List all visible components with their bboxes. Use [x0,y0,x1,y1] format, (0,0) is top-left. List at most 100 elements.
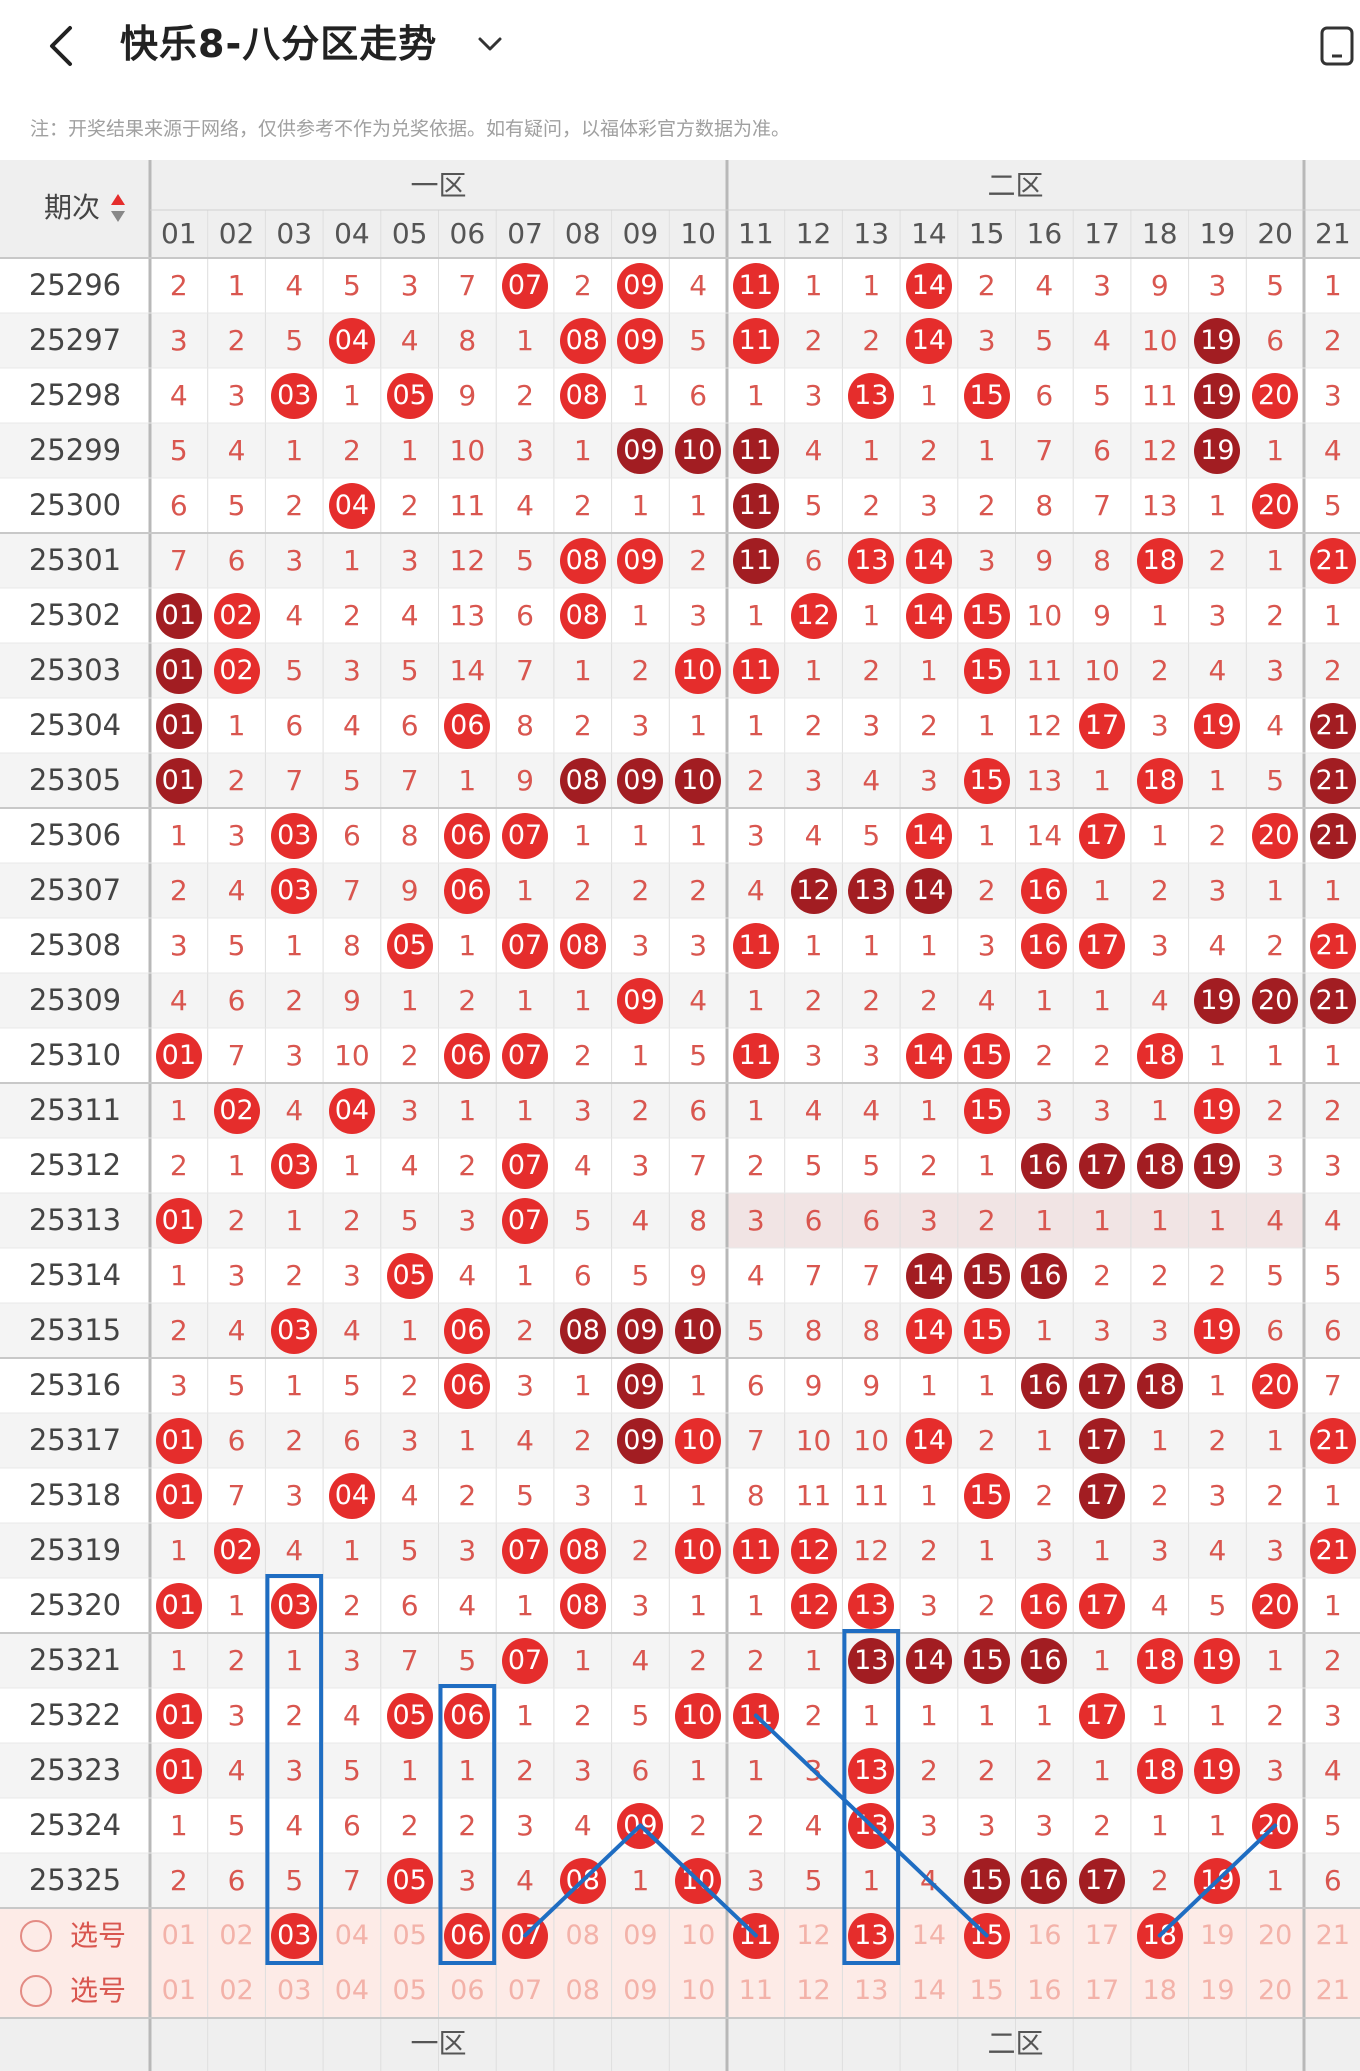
column-header-10: 10 [680,217,716,250]
pick-ball[interactable]: 07 [507,1975,543,2006]
pick-ball[interactable]: 21 [1315,1975,1351,2006]
page-title: 快乐8-八分区走势 [120,22,438,66]
pick-ball-selected[interactable]: 03 [271,1912,318,1959]
row-bg [0,863,1360,918]
pick-ball-selected[interactable]: 11 [732,1912,779,1959]
device-rotate-button[interactable] [1318,22,1360,68]
pick-ball[interactable]: 14 [911,1975,947,2006]
miss-count: 14 [449,654,486,687]
hit-ball: 05 [386,372,433,419]
hit-ball: 01 [155,1417,202,1464]
miss-count: 2 [1150,874,1169,907]
hit-ball: 06 [444,1692,491,1739]
back-button[interactable] [30,12,90,78]
miss-count: 5 [862,1149,881,1182]
pick-ball[interactable]: 17 [1084,1920,1120,1951]
pick-ball[interactable]: 13 [854,1975,889,2006]
pick-ball[interactable]: 05 [392,1920,427,1951]
radio-empty-icon[interactable] [20,1919,52,1952]
miss-count: 4 [400,599,419,632]
pick-ball[interactable]: 08 [565,1975,600,2006]
pick-ball[interactable]: 17 [1084,1975,1120,2006]
miss-count: 2 [516,1314,534,1347]
hit-ball: 19 [1194,427,1241,474]
sort-updown-icon[interactable] [110,192,126,224]
column-header-03: 03 [276,217,313,250]
hit-ball: 16 [1021,1582,1068,1629]
column-header-06: 06 [449,217,486,250]
miss-count: 3 [285,1479,304,1512]
miss-count: 1 [285,1369,304,1402]
radio-empty-icon[interactable] [20,1974,52,2007]
period-number: 25325 [28,1863,122,1897]
pick-ball[interactable]: 14 [911,1920,947,1951]
miss-count: 2 [920,434,938,467]
period-number: 25303 [28,653,122,687]
pick-ball[interactable]: 04 [334,1920,370,1951]
hit-ball: 18 [1136,537,1183,584]
miss-count: 2 [573,1039,592,1072]
hit-ball: 18 [1136,1637,1183,1684]
hit-ball: 04 [328,317,375,364]
pick-ball-selected[interactable]: 13 [848,1912,895,1959]
pick-ball-selected[interactable]: 15 [963,1912,1010,1959]
miss-count: 6 [804,544,823,577]
pick-ball[interactable]: 20 [1257,1975,1293,2006]
hit-ball: 21 [1309,977,1356,1024]
column-header-13: 13 [853,217,890,250]
pick-ball[interactable]: 01 [161,1975,197,2006]
pick-ball[interactable]: 09 [623,1975,658,2006]
pick-ball[interactable]: 03 [277,1975,312,2006]
pick-ball-selected[interactable]: 18 [1136,1912,1183,1959]
pick-ball[interactable]: 12 [796,1975,831,2006]
pick-ball[interactable]: 08 [565,1920,600,1951]
pick-ball[interactable]: 16 [1027,1975,1062,2006]
pick-ball-selected[interactable]: 06 [444,1912,491,1959]
row-bg [0,808,1360,863]
pick-ball[interactable]: 01 [161,1920,197,1951]
hit-ball: 09 [617,1802,664,1849]
pick-ball-selected[interactable]: 07 [502,1912,549,1959]
pick-ball[interactable]: 12 [796,1920,831,1951]
pick-ball[interactable]: 18 [1142,1975,1177,2006]
miss-count: 1 [920,1094,938,1127]
hit-ball: 08 [559,922,606,969]
hit-ball: 03 [271,1307,318,1354]
pick-ball[interactable]: 19 [1200,1920,1235,1951]
hit-ball: 10 [675,1527,722,1574]
pick-ball[interactable]: 19 [1200,1975,1235,2006]
hit-ball: 07 [502,262,549,309]
pick-ball[interactable]: 02 [219,1975,254,2006]
pick-ball[interactable]: 09 [623,1920,658,1951]
pick-ball[interactable]: 16 [1027,1920,1062,1951]
miss-count: 1 [1035,1424,1054,1457]
miss-count: 2 [169,1314,188,1347]
hit-ball: 09 [617,977,664,1024]
miss-count: 1 [1266,1644,1285,1677]
miss-count: 2 [1323,324,1342,357]
pick-ball[interactable]: 05 [392,1975,427,2006]
miss-count: 4 [285,1094,304,1127]
pick-ball[interactable]: 02 [219,1920,254,1951]
hit-ball: 14 [905,812,952,859]
hit-ball: 17 [1079,1857,1126,1904]
miss-count: 7 [689,1149,708,1182]
miss-count: 6 [227,1864,246,1897]
miss-count: 2 [169,269,188,302]
pick-ball[interactable]: 04 [334,1975,370,2006]
miss-count: 5 [746,1314,765,1347]
title-dropdown-button[interactable] [472,24,508,64]
miss-count: 2 [977,1589,996,1622]
pick-ball[interactable]: 06 [450,1975,485,2006]
miss-count: 3 [920,764,938,797]
pick-ball[interactable]: 10 [680,1975,716,2006]
pick-ball[interactable]: 10 [680,1920,716,1951]
pick-ball[interactable]: 20 [1257,1920,1293,1951]
pick-ball[interactable]: 21 [1315,1920,1351,1951]
row-bg [0,1578,1360,1633]
miss-count: 9 [458,379,477,412]
pick-ball[interactable]: 15 [969,1975,1004,2006]
miss-count: 6 [1266,1314,1285,1347]
pick-ball[interactable]: 11 [738,1975,774,2006]
miss-count: 2 [977,269,996,302]
